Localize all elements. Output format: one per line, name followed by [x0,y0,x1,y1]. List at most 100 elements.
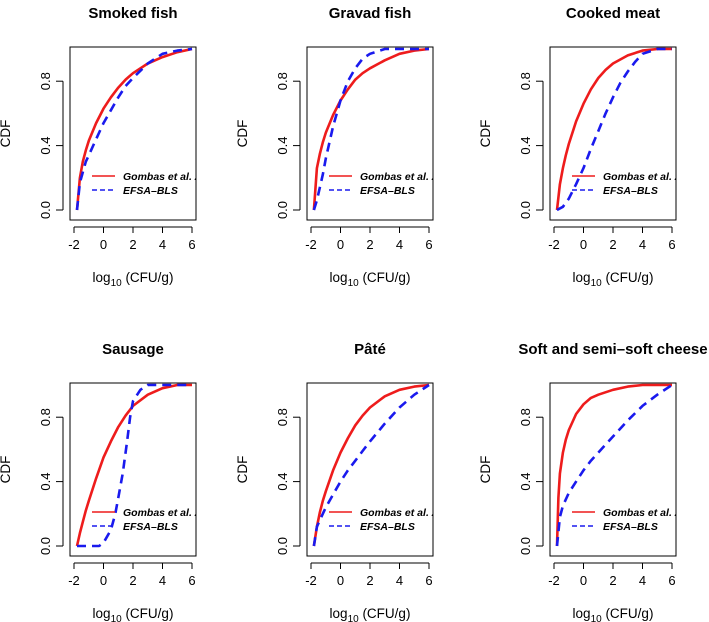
x-tick-label: 2 [129,573,136,588]
legend-label: EFSA–BLS [360,521,415,533]
y-tick-label: 0.8 [38,408,53,426]
legend: Gombas et al. 2 EFSA–BLS [92,507,201,533]
legend-label: Gombas et al. 2 [360,507,438,519]
legend-label: EFSA–BLS [123,185,178,197]
series-line-efsa-bls [312,383,430,547]
y-tick-label: 0.0 [275,201,290,219]
x-tick-label: 6 [188,573,195,588]
x-tick-label: 4 [159,573,166,588]
x-tick-label: 0 [100,237,107,252]
chart-panel-4: Sausage 0.0 0.4 0.8 CDF -2 0 2 4 6 log10 (CFU/g) Go… [0,341,201,622]
y-axis-label: CDF [0,456,13,484]
chart-title: Soft and semi–soft cheese [518,341,707,358]
y-tick-label: 0.8 [518,72,533,90]
chart-panel-5: Pâté 0.0 0.4 0.8 CDF -2 0 2 4 6 log10 (CFU/g) Gomba… [235,341,438,622]
x-tick-label: 6 [188,237,195,252]
x-tick-label: 6 [668,573,675,588]
y-axis-label: CDF [0,120,13,148]
x-tick-label: 0 [337,237,344,252]
x-axis-label: log10 (CFU/g) [93,270,174,289]
legend-label: Gombas et al. 2 [123,171,201,183]
y-tick-label: 0.4 [518,137,533,155]
y-tick-label: 0.8 [38,72,53,90]
x-tick-label: -2 [305,573,317,588]
x-axis-label: log10 (CFU/g) [93,606,174,622]
legend-label: EFSA–BLS [123,521,178,533]
x-tick-label: -2 [548,237,560,252]
y-tick-label: 0.0 [38,537,53,555]
series-line-gombas [75,47,193,211]
y-tick-label: 0.0 [275,537,290,555]
y-tick-label: 0.4 [38,137,53,155]
plot-frame [549,382,677,557]
series-line-gombas [555,383,672,547]
legend: Gombas et al. 2 EFSA–BLS [572,171,681,197]
chart-title: Pâté [354,341,386,358]
x-axis-label: log10 (CFU/g) [330,606,411,622]
y-tick-label: 0.4 [275,137,290,155]
x-tick-label: -2 [548,573,560,588]
x-tick-label: 6 [425,573,432,588]
legend-label: EFSA–BLS [603,185,658,197]
legend: Gombas et al. 2 EFSA–BLS [329,507,438,533]
legend-label: EFSA–BLS [360,185,415,197]
y-axis-label: CDF [235,120,250,148]
series-line-efsa-bls [77,383,192,548]
plot-frame [306,382,434,557]
y-tick-label: 0.4 [275,473,290,491]
y-tick-label: 0.0 [518,537,533,555]
x-tick-label: 6 [425,237,432,252]
series-line-gombas [555,47,672,211]
x-tick-label: 6 [668,237,675,252]
x-tick-label: -2 [305,237,317,252]
y-tick-label: 0.8 [518,408,533,426]
series-line-gombas [312,47,430,211]
chart-panel-3: Cooked meat 0.0 0.4 0.8 CDF -2 0 2 4 6 log10 (CFU/… [478,5,681,289]
series-line-efsa-bls [555,383,673,547]
series-line-efsa-bls [312,47,429,211]
x-tick-label: 2 [366,237,373,252]
y-axis-label: CDF [235,456,250,484]
x-tick-label: 2 [129,237,136,252]
legend-label: Gombas et al. 2 [603,171,681,183]
chart-title: Gravad fish [329,5,412,22]
x-tick-label: 2 [609,237,616,252]
series-line-gombas [75,383,192,547]
x-tick-label: 4 [396,573,403,588]
series-line-efsa-bls [556,47,672,212]
plot-frame [549,46,677,221]
series-line-gombas [312,383,430,547]
legend-label: Gombas et al. 2 [360,171,438,183]
legend-label: EFSA–BLS [603,521,658,533]
y-tick-label: 0.0 [38,201,53,219]
x-tick-label: 4 [159,237,166,252]
x-tick-label: 2 [366,573,373,588]
x-axis-label: log10 (CFU/g) [573,606,654,622]
y-tick-label: 0.8 [275,408,290,426]
legend-label: Gombas et al. 2 [123,507,201,519]
x-tick-label: 0 [580,237,587,252]
y-tick-label: 0.0 [518,201,533,219]
x-tick-label: -2 [68,237,80,252]
x-tick-label: 4 [639,573,646,588]
plot-frame [306,46,434,221]
legend: Gombas et al. 2 EFSA–BLS [572,507,676,533]
legend: Gombas et al. 2 EFSA–BLS [92,171,201,197]
x-tick-label: -2 [68,573,80,588]
chart-panel-6: Soft and semi–soft cheese 0.0 0.4 0.8 CDF -2 0… [478,341,708,622]
plot-frame [69,382,197,557]
chart-title: Cooked meat [566,5,660,22]
x-axis-label: log10 (CFU/g) [573,270,654,289]
x-tick-label: 0 [580,573,587,588]
chart-title: Smoked fish [88,5,177,22]
chart-title: Sausage [102,341,164,358]
plot-frame [69,46,197,221]
y-axis-label: CDF [478,456,493,484]
x-tick-label: 4 [639,237,646,252]
y-tick-label: 0.4 [38,473,53,491]
y-tick-label: 0.8 [275,72,290,90]
x-axis-label: log10 (CFU/g) [330,270,411,289]
series-line-efsa-bls [75,47,193,211]
chart-panel-1: Smoked fish 0.0 0.4 0.8 CDF -2 0 2 4 6 log10 (CFU/… [0,5,201,289]
